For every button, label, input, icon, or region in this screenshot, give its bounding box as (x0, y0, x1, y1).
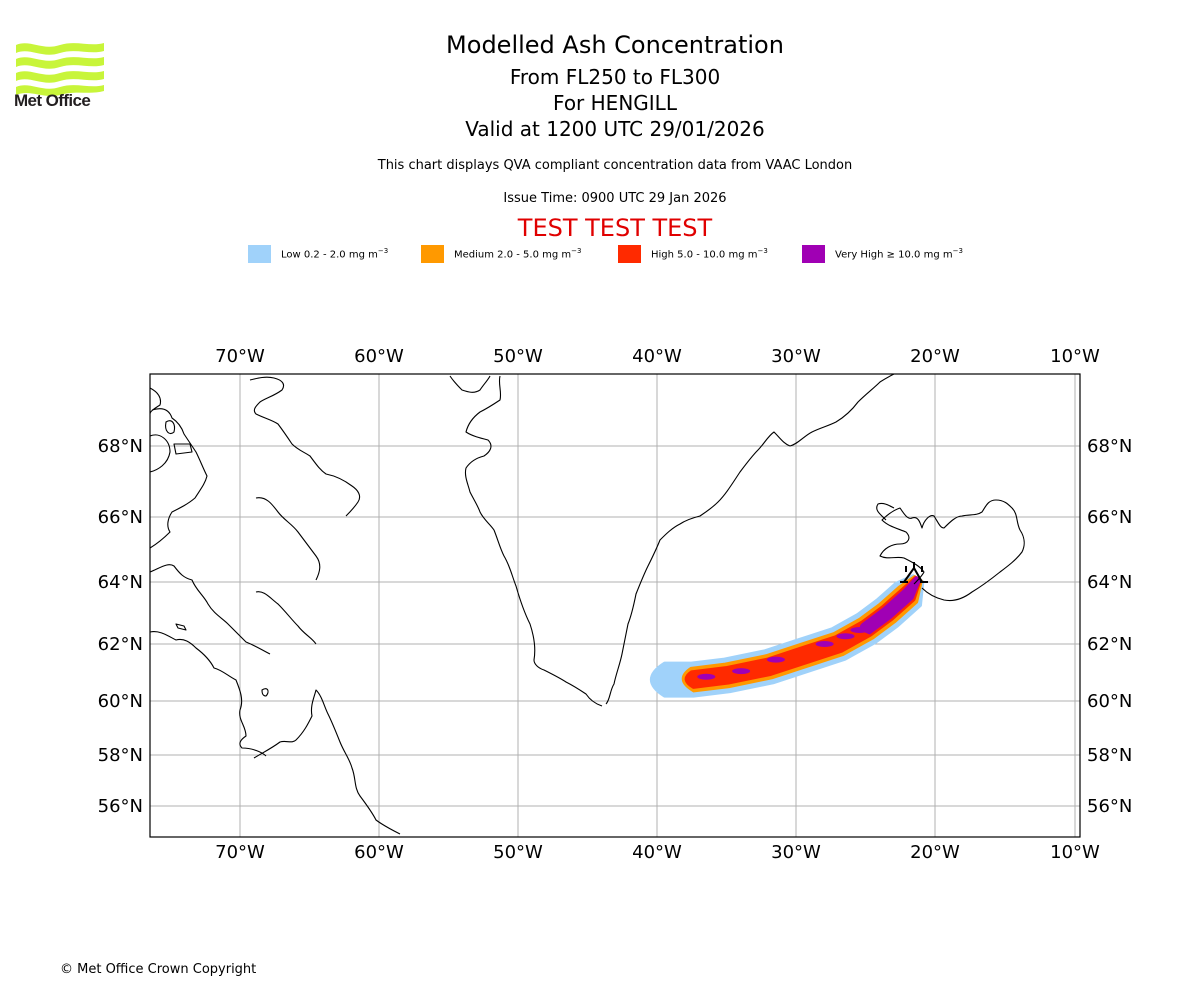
coastline-cumberland-2 (255, 497, 321, 581)
coastline-labrador-1 (253, 689, 401, 835)
plume-very-high-patch (836, 633, 855, 640)
lon-tick-label-bottom: 50°W (493, 842, 543, 863)
lon-tick-label-top: 70°W (215, 346, 265, 367)
lon-tick-label-top: 40°W (632, 346, 682, 367)
lon-tick-label-bottom: 30°W (771, 842, 821, 863)
lat-tick-label-left: 66°N (98, 507, 143, 528)
coastline-baffin-south-2 (150, 631, 267, 757)
lon-tick-label-top: 30°W (771, 346, 821, 367)
coastline-baffin-north (150, 387, 208, 549)
test-banner: TEST TEST TEST (517, 214, 713, 242)
logo-wave-3 (16, 71, 104, 83)
coastline-hall-peninsula (255, 591, 317, 645)
lon-tick-label-top: 50°W (493, 346, 543, 367)
map-frame (149, 373, 1081, 838)
lat-tick-label-right: 56°N (1087, 796, 1132, 817)
ash-plume (649, 574, 925, 698)
lon-tick-label-bottom: 20°W (910, 842, 960, 863)
logo-wave-4 (16, 85, 104, 96)
coastline-iceland-westfjords (876, 502, 895, 521)
volcano-icon (900, 562, 928, 583)
coastline-baffin-south (150, 564, 271, 655)
met-office-logo (16, 43, 104, 96)
valid-time: Valid at 1200 UTC 29/01/2026 (465, 117, 765, 141)
coastline-island-3 (175, 623, 187, 631)
legend-swatch-high (618, 245, 641, 263)
lon-tick-label-top: 20°W (910, 346, 960, 367)
chart-title: Modelled Ash Concentration (446, 31, 784, 59)
issue-time: Issue Time: 0900 UTC 29 Jan 2026 (503, 191, 727, 206)
flight-level-range: From FL250 to FL300 (509, 65, 721, 89)
lat-tick-label-right: 68°N (1087, 436, 1132, 457)
legend-label-medium: Medium 2.0 - 5.0 mg m−3 (454, 247, 582, 261)
legend-swatch-low (248, 245, 271, 263)
legend-item-low: Low 0.2 - 2.0 mg m−3 (248, 244, 388, 264)
plume-medium-band (681, 575, 923, 693)
plume-very-high-patch (850, 627, 869, 634)
lat-tick-label-right: 64°N (1087, 572, 1132, 593)
coastline-island-4 (261, 688, 269, 697)
lon-tick-label-bottom: 70°W (215, 842, 265, 863)
legend-label-high: High 5.0 - 10.0 mg m−3 (651, 247, 768, 261)
lon-tick-label-bottom: 10°W (1050, 842, 1100, 863)
coastline-island-1 (173, 443, 193, 455)
chart-subtitle: This chart displays QVA compliant concen… (377, 158, 853, 173)
graticule (150, 374, 1080, 837)
copyright: © Met Office Crown Copyright (60, 962, 257, 977)
coastline-baffin-lake (150, 434, 171, 473)
axis-tick-labels: 70°W 70°W 60°W 60°W 50°W 50°W 40°W 40°W 30°W 30°W… (98, 346, 1133, 863)
coastline-island-2 (165, 420, 176, 435)
lat-tick-label-left: 64°N (98, 572, 143, 593)
lat-tick-label-left: 68°N (98, 436, 143, 457)
coastline-iceland (879, 499, 1025, 602)
legend-item-high: High 5.0 - 10.0 mg m−3 (618, 244, 768, 264)
lon-tick-label-bottom: 60°W (354, 842, 404, 863)
lat-tick-label-right: 58°N (1087, 745, 1132, 766)
legend-item-medium: Medium 2.0 - 5.0 mg m−3 (421, 244, 581, 264)
lat-tick-label-right: 60°N (1087, 691, 1132, 712)
legend-swatch-very-high (802, 245, 825, 263)
lat-tick-label-right: 62°N (1087, 634, 1132, 655)
legend-item-very-high: Very High ≥ 10.0 mg m−3 (802, 244, 963, 264)
lat-tick-label-left: 62°N (98, 634, 143, 655)
logo-text: Met Office (14, 91, 91, 110)
logo-wave-2 (16, 57, 104, 69)
coastline-greenland-east (605, 374, 895, 705)
lon-tick-label-bottom: 40°W (632, 842, 682, 863)
lat-tick-label-left: 58°N (98, 745, 143, 766)
coastline-cumberland (249, 376, 361, 517)
volcano-name: For HENGILL (553, 91, 677, 115)
lon-tick-label-top: 10°W (1050, 346, 1100, 367)
lon-tick-label-top: 60°W (354, 346, 404, 367)
plume-very-high-patch (766, 656, 785, 663)
coastlines (150, 374, 1025, 835)
legend-label-very-high: Very High ≥ 10.0 mg m−3 (835, 247, 963, 261)
coastline-greenland-west (449, 375, 603, 707)
lat-tick-label-right: 66°N (1087, 507, 1132, 528)
plume-very-high-patch (732, 668, 751, 675)
plume-very-high-patch (815, 641, 834, 647)
logo-wave-1 (16, 43, 104, 55)
legend-swatch-medium (421, 245, 444, 263)
legend-label-low: Low 0.2 - 2.0 mg m−3 (281, 247, 389, 261)
lat-tick-label-left: 60°N (98, 691, 143, 712)
plume-very-high-patch (697, 673, 716, 680)
lat-tick-label-left: 56°N (98, 796, 143, 817)
